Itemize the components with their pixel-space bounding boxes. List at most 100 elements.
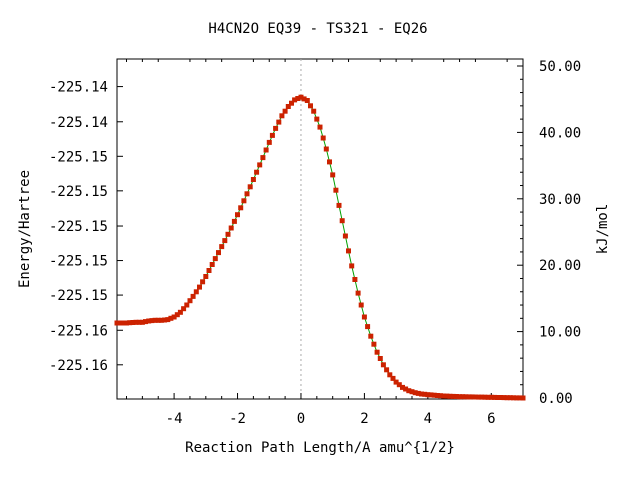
data-point — [374, 349, 380, 355]
data-point — [342, 233, 348, 239]
y-axis-label-right: kJ/mol — [595, 204, 611, 255]
data-point — [114, 320, 120, 326]
data-point — [244, 191, 250, 197]
data-point — [419, 391, 424, 397]
data-point — [171, 314, 177, 320]
right-axis: 0.00 10.00 20.00 30.00 40.00 50.00 — [517, 59, 581, 407]
data-point — [501, 395, 507, 401]
data-point — [463, 394, 469, 400]
data-point — [314, 116, 320, 122]
x-tick-label-5: 6 — [487, 411, 495, 427]
data-point — [200, 279, 206, 285]
left-tick-label-6: -225.15 — [49, 149, 108, 165]
data-point — [444, 393, 450, 399]
data-point — [184, 302, 190, 308]
x-tick-label-3: 2 — [360, 411, 368, 427]
data-point — [498, 395, 504, 400]
data-point — [488, 394, 494, 400]
data-point — [241, 198, 247, 204]
data-point — [117, 320, 123, 326]
data-point — [450, 393, 456, 399]
data-point — [149, 318, 155, 324]
x-axis-label: Reaction Path Length/A amu^{1/2} — [185, 440, 455, 456]
data-point — [396, 382, 402, 388]
data-point — [390, 375, 396, 381]
data-point — [289, 100, 294, 106]
data-point — [380, 362, 386, 368]
data-point — [130, 320, 136, 325]
data-point — [425, 392, 431, 398]
left-axis: -225.16 -225.16 -225.15 -225.15 -225.15 -225.… — [49, 80, 123, 374]
data-point — [235, 212, 240, 218]
data-point — [250, 177, 256, 182]
data-point — [406, 388, 412, 394]
left-tick-label-1: -225.16 — [49, 323, 108, 339]
data-point — [320, 135, 326, 141]
data-point — [431, 392, 437, 398]
data-point — [295, 96, 301, 101]
data-point — [216, 250, 221, 256]
data-point — [460, 394, 466, 400]
data-point — [177, 309, 183, 315]
data-point — [146, 318, 152, 324]
left-tick-label-3: -225.15 — [49, 254, 108, 270]
data-point — [209, 262, 215, 267]
data-point — [400, 384, 405, 390]
left-tick-label-2: -225.15 — [49, 288, 108, 304]
data-point — [403, 386, 409, 392]
left-tick-label-4: -225.15 — [49, 219, 108, 235]
x-tick-label-2: 0 — [297, 411, 305, 427]
data-point — [181, 306, 187, 312]
x-tick-label-0: -4 — [166, 411, 183, 427]
data-point — [308, 103, 313, 109]
data-point — [434, 393, 440, 398]
data-point — [139, 319, 145, 325]
data-point — [457, 394, 463, 400]
right-tick-label-4: 40.00 — [539, 125, 581, 141]
data-point — [301, 96, 307, 102]
data-point — [247, 184, 253, 190]
y-axis-label-left: Energy/Hartree — [17, 170, 33, 288]
data-point — [323, 146, 329, 152]
data-point — [495, 395, 501, 400]
data-point — [352, 277, 358, 282]
data-point — [238, 205, 244, 211]
data-point — [120, 320, 126, 326]
data-point — [333, 187, 339, 193]
data-point — [311, 108, 317, 114]
data-point — [504, 395, 510, 401]
data-point — [304, 98, 310, 103]
data-point — [485, 394, 491, 400]
data-point — [158, 317, 164, 323]
data-point — [193, 289, 199, 295]
data-point — [263, 147, 269, 153]
left-tick-label-7: -225.14 — [49, 115, 108, 131]
data-point — [469, 394, 475, 400]
data-markers — [114, 94, 526, 401]
data-point — [152, 317, 158, 323]
data-point — [466, 394, 472, 400]
data-point — [358, 302, 364, 308]
data-point — [507, 395, 513, 401]
data-point — [124, 320, 129, 326]
data-point — [349, 263, 355, 269]
right-tick-label-3: 30.00 — [539, 192, 581, 208]
x-tick-label-1: -2 — [229, 411, 246, 427]
data-point — [377, 356, 383, 361]
data-point — [365, 324, 371, 330]
chart-title: H4CN2O EQ39 - TS321 - EQ26 — [208, 21, 427, 37]
data-point — [266, 139, 272, 145]
data-point — [206, 268, 212, 273]
data-point — [368, 333, 374, 339]
data-point — [190, 293, 196, 299]
data-point — [517, 395, 523, 401]
data-point — [279, 113, 285, 119]
data-point — [127, 320, 133, 326]
data-point — [412, 390, 418, 396]
data-point — [511, 395, 516, 401]
data-point — [273, 125, 279, 131]
data-point — [197, 284, 202, 290]
data-point — [479, 394, 485, 400]
data-point — [222, 238, 228, 244]
data-point — [225, 231, 231, 237]
